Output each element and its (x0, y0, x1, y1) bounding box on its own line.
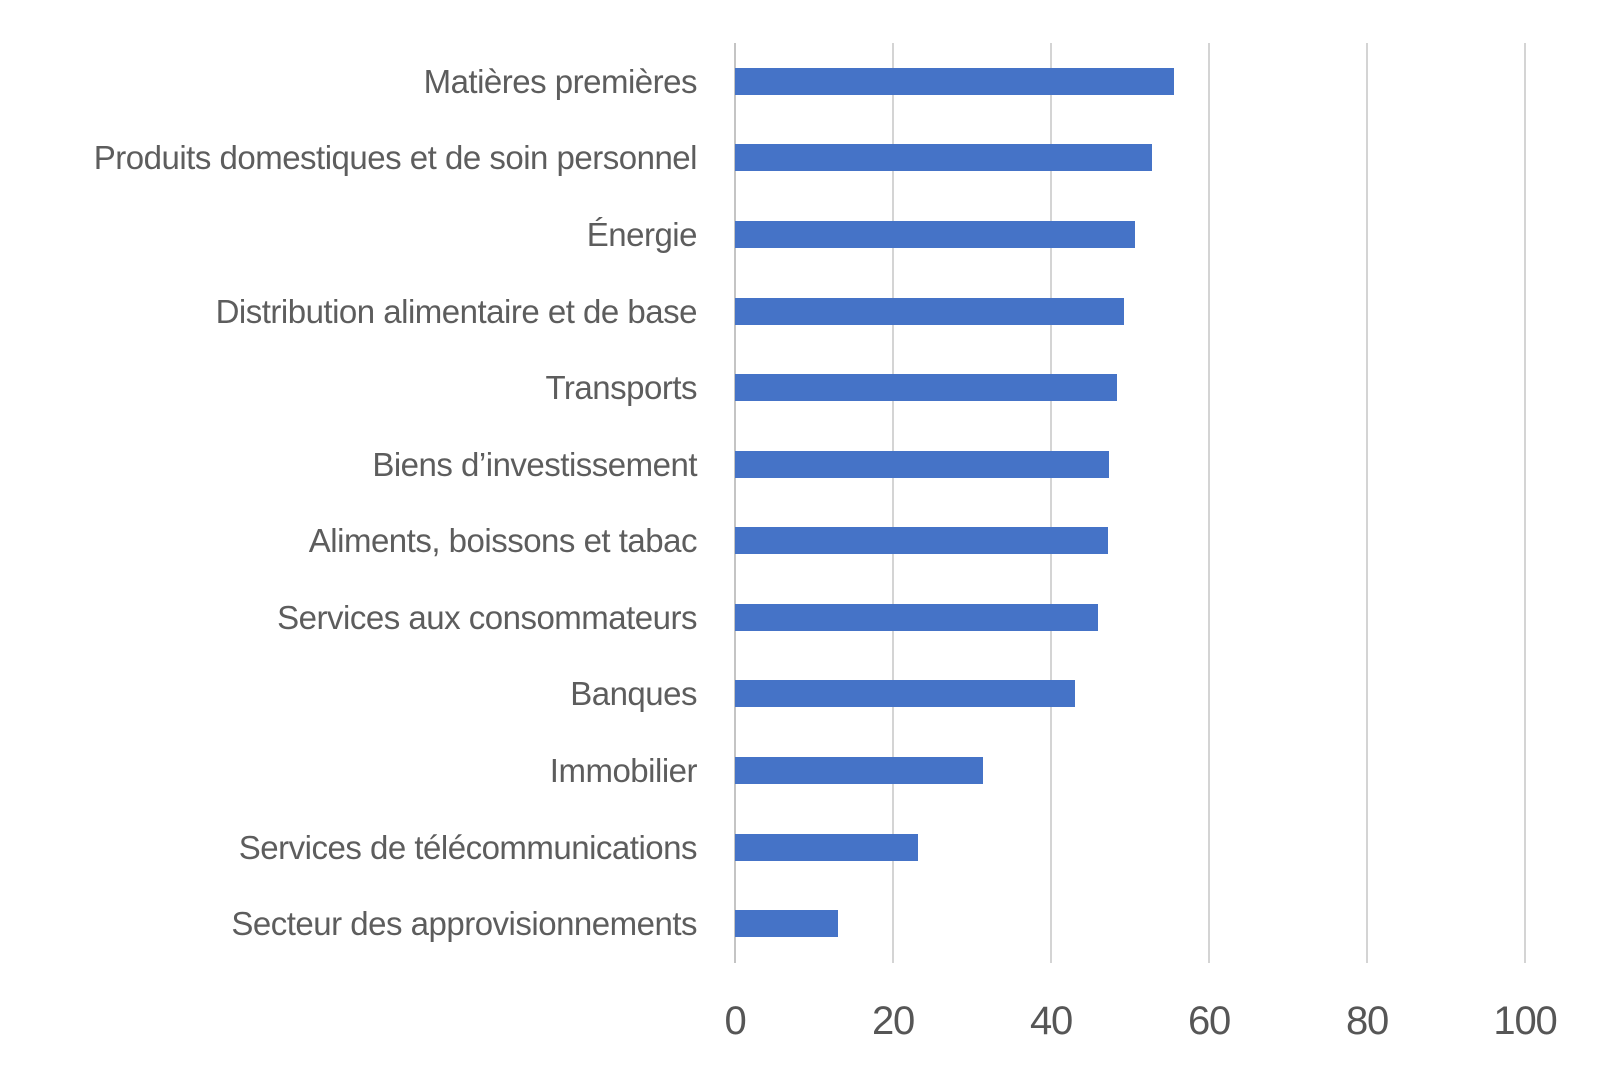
gridline (1366, 43, 1368, 963)
bar (735, 910, 839, 938)
category-label: Immobilier (549, 751, 698, 789)
gridline (1050, 43, 1052, 963)
bar (735, 67, 1175, 95)
category-label: Matières premières (423, 62, 698, 100)
chart-row: Services aux consommateurs (0, 579, 1600, 656)
x-tick-label: 40 (1029, 999, 1073, 1043)
category-label: Transports (545, 369, 698, 407)
x-tick-label: 100 (1493, 999, 1557, 1043)
bar (735, 220, 1135, 248)
bar-track (735, 603, 1525, 631)
x-tick-label: 20 (871, 999, 915, 1043)
gridline (892, 43, 894, 963)
chart-rows: Matières premières Produits domestiques e… (0, 43, 1600, 962)
bar-track (735, 527, 1525, 555)
bar-track (735, 680, 1525, 708)
bar (735, 297, 1124, 325)
x-tick-label: 80 (1345, 999, 1389, 1043)
chart-row: Services de télécommunications (0, 809, 1600, 886)
chart-row: Immobilier (0, 732, 1600, 809)
chart-row: Matières premières (0, 43, 1600, 120)
chart-row: Secteur des approvisionnements (0, 885, 1600, 962)
bar (735, 756, 984, 784)
bar-track (735, 374, 1525, 402)
x-tick-label: 0 (724, 999, 746, 1043)
chart-row: Énergie (0, 196, 1600, 273)
category-label: Biens d’investissement (372, 445, 697, 483)
gridlines-layer (734, 43, 1526, 963)
bar-track (735, 910, 1525, 938)
bar-track (735, 220, 1525, 248)
bar (735, 527, 1108, 555)
gridline (1208, 43, 1210, 963)
bar (735, 680, 1075, 708)
category-label: Aliments, boissons et tabac (308, 522, 698, 560)
category-label: Services de télécommunications (238, 828, 698, 866)
x-tick-label: 60 (1187, 999, 1231, 1043)
x-axis-tick-labels: 0 20 40 60 80 100 (724, 999, 1557, 1051)
category-label: Services aux consommateurs (277, 598, 697, 636)
bar (735, 144, 1153, 172)
chart-row: Distribution alimentaire et de base (0, 273, 1600, 350)
chart-row: Produits domestiques et de soin personne… (0, 120, 1600, 197)
axis-line (734, 43, 736, 963)
chart-row: Biens d’investissement (0, 426, 1600, 503)
category-label: Secteur des approvisionnements (231, 905, 697, 943)
gridline (1524, 43, 1526, 963)
chart-row: Aliments, boissons et tabac (0, 502, 1600, 579)
bar (735, 450, 1110, 478)
bar (735, 833, 919, 861)
bar (735, 603, 1098, 631)
bar-track (735, 67, 1525, 95)
chart-row: Banques (0, 656, 1600, 733)
bar-track (735, 297, 1525, 325)
category-label: Banques (570, 675, 697, 713)
category-label: Distribution alimentaire et de base (215, 292, 698, 330)
chart-row: Transports (0, 349, 1600, 426)
bar (735, 374, 1118, 402)
bar-track (735, 144, 1525, 172)
bar-track (735, 833, 1525, 861)
bar-track (735, 756, 1525, 784)
category-label: Énergie (586, 215, 698, 253)
category-label: Produits domestiques et de soin personne… (93, 139, 698, 177)
bar-track (735, 450, 1525, 478)
